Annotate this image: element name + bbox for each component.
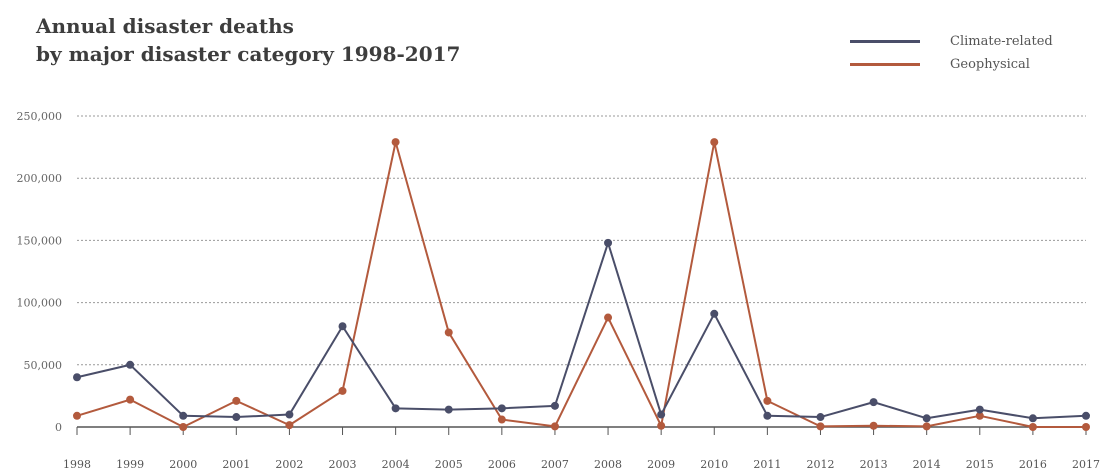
legend-label-geophysical: Geophysical	[950, 57, 1030, 72]
legend-item-climate: Climate-related	[850, 30, 1053, 53]
data-point-climate	[1028, 414, 1037, 423]
x-tick-label: 2015	[966, 458, 994, 471]
data-point-climate	[285, 410, 294, 419]
data-point-climate	[497, 404, 506, 413]
data-point-climate	[710, 309, 719, 318]
x-tick-label: 1999	[116, 458, 144, 471]
legend-item-geophysical: Geophysical	[850, 53, 1053, 76]
data-point-geophysical	[550, 422, 559, 431]
series-line-climate	[76, 241, 1087, 420]
data-point-climate	[550, 401, 559, 410]
data-point-geophysical	[285, 421, 294, 430]
data-point-geophysical	[975, 411, 984, 420]
y-tick-label: 150,000	[17, 234, 63, 247]
x-tick-label: 2006	[488, 458, 516, 471]
x-tick-label: 2013	[860, 458, 888, 471]
data-point-geophysical	[710, 138, 719, 147]
data-point-climate	[816, 413, 825, 422]
data-point-climate	[975, 405, 984, 414]
y-tick-label: 200,000	[17, 172, 63, 185]
data-point-geophysical	[763, 396, 772, 405]
data-point-climate	[1082, 411, 1090, 420]
data-point-geophysical	[1082, 423, 1090, 431]
x-tick-label: 2012	[806, 458, 834, 471]
series-line-geophysical	[76, 141, 1086, 428]
x-tick-label: 2000	[169, 458, 197, 471]
x-tick-label: 2003	[329, 458, 357, 471]
data-point-climate	[126, 360, 135, 369]
y-tick-label: 100,000	[17, 297, 63, 310]
data-point-geophysical	[179, 423, 188, 431]
x-tick-label: 2004	[382, 458, 410, 471]
data-point-geophysical	[604, 313, 613, 322]
data-point-climate	[179, 411, 188, 420]
data-point-geophysical	[816, 422, 825, 431]
data-point-climate	[869, 398, 878, 407]
x-tick-label: 2014	[913, 458, 941, 471]
chart-title-line-1: Annual disaster deaths	[36, 14, 294, 38]
legend-swatch-geophysical	[850, 63, 920, 66]
data-point-geophysical	[391, 138, 400, 147]
x-tick-label: 2009	[647, 458, 675, 471]
data-point-geophysical	[1028, 423, 1037, 431]
x-tick-label: 2007	[541, 458, 569, 471]
chart-title-line-2: by major disaster category 1998-2017	[36, 42, 461, 66]
x-tick-label: 2016	[1019, 458, 1047, 471]
y-tick-label: 250,000	[17, 110, 63, 123]
x-tick-label: 2017	[1072, 458, 1100, 471]
data-point-climate	[444, 405, 453, 414]
data-point-climate	[604, 238, 613, 247]
data-point-geophysical	[73, 411, 81, 420]
data-point-geophysical	[444, 328, 453, 337]
data-point-climate	[232, 413, 241, 422]
data-point-geophysical	[922, 422, 931, 431]
data-point-climate	[763, 411, 772, 420]
data-point-climate	[922, 414, 931, 423]
legend-swatch-climate	[850, 40, 920, 43]
data-point-geophysical	[232, 396, 241, 405]
x-tick-label: 1998	[63, 458, 91, 471]
x-tick-label: 2008	[594, 458, 622, 471]
y-tick-label: 0	[55, 421, 62, 434]
data-point-climate	[657, 410, 666, 419]
chart-title: Annual disaster deaths by major disaster…	[36, 12, 460, 68]
x-tick-label: 2001	[222, 458, 250, 471]
data-point-climate	[391, 404, 400, 413]
data-point-geophysical	[126, 395, 135, 404]
data-point-geophysical	[497, 415, 506, 424]
x-tick-label: 2002	[275, 458, 303, 471]
data-point-geophysical	[338, 386, 347, 395]
data-point-climate	[338, 322, 347, 331]
x-tick-label: 2010	[700, 458, 728, 471]
data-point-climate	[73, 373, 81, 382]
x-tick-label: 2011	[753, 458, 781, 471]
data-point-geophysical	[869, 421, 878, 430]
y-tick-label: 50,000	[24, 359, 63, 372]
legend-label-climate: Climate-related	[950, 34, 1053, 49]
x-tick-label: 2005	[435, 458, 463, 471]
legend: Climate-related Geophysical	[850, 30, 1053, 76]
data-point-geophysical	[657, 421, 666, 430]
